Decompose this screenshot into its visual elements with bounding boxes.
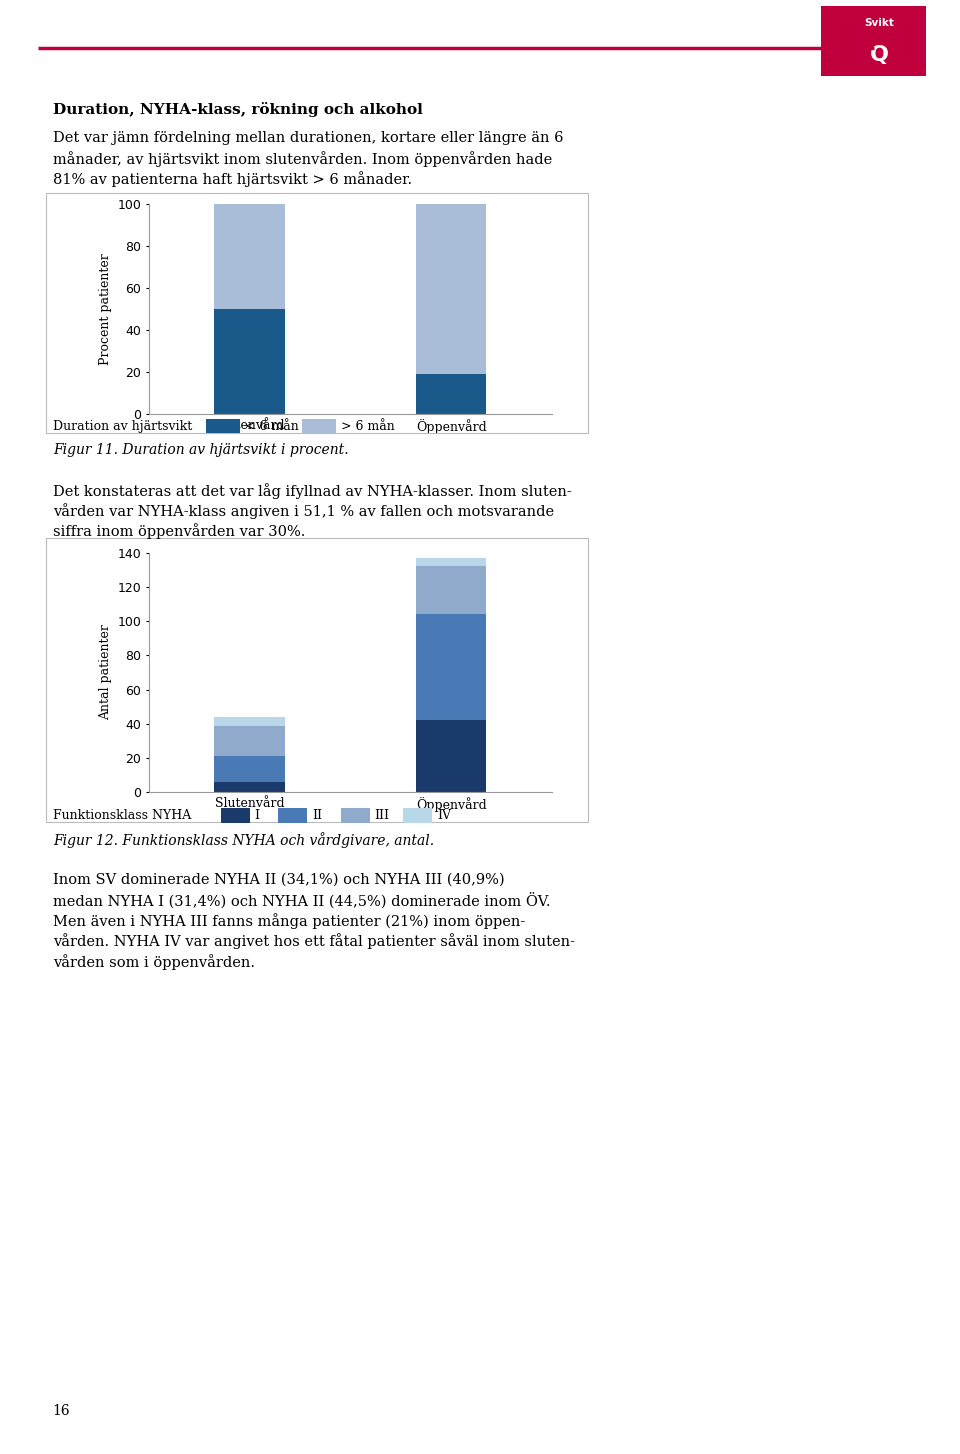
Bar xyxy=(416,720,487,792)
Bar xyxy=(214,782,285,792)
Bar xyxy=(416,614,487,720)
Y-axis label: Antal patienter: Antal patienter xyxy=(99,625,111,720)
Text: IV: IV xyxy=(437,810,451,822)
Bar xyxy=(214,756,285,782)
Text: Funktionsklass NYHA: Funktionsklass NYHA xyxy=(53,810,191,822)
Text: medan NYHA I (31,4%) och NYHA II (44,5%) dominerade inom ÖV.: medan NYHA I (31,4%) och NYHA II (44,5%)… xyxy=(53,893,550,909)
Bar xyxy=(214,204,285,308)
Text: månader, av hjärtsvikt inom slutenvården. Inom öppenvården hade: månader, av hjärtsvikt inom slutenvården… xyxy=(53,151,552,167)
Text: Figur 12. Funktionsklass NYHA och vårdgivare, antal.: Figur 12. Funktionsklass NYHA och vårdgi… xyxy=(53,832,434,848)
Bar xyxy=(416,204,487,374)
Text: > 6 mån: > 6 mån xyxy=(341,420,395,432)
Text: Figur 11. Duration av hjärtsvikt i procent.: Figur 11. Duration av hjärtsvikt i proce… xyxy=(53,443,348,458)
Bar xyxy=(214,726,285,756)
Text: Duration av hjärtsvikt: Duration av hjärtsvikt xyxy=(53,420,192,432)
Bar xyxy=(214,717,285,726)
Bar xyxy=(214,308,285,414)
Text: Inom SV dominerade NYHA II (34,1%) och NYHA III (40,9%): Inom SV dominerade NYHA II (34,1%) och N… xyxy=(53,872,504,887)
Text: siffra inom öppenvården var 30%.: siffra inom öppenvården var 30%. xyxy=(53,523,305,539)
Text: III: III xyxy=(374,810,390,822)
Text: < 6 mån: < 6 mån xyxy=(245,420,299,432)
Text: 81% av patienterna haft hjärtsvikt > 6 månader.: 81% av patienterna haft hjärtsvikt > 6 m… xyxy=(53,172,412,188)
Bar xyxy=(416,558,487,566)
Text: I: I xyxy=(254,810,259,822)
Bar xyxy=(416,374,487,414)
Text: vården var NYHA-klass angiven i 51,1 % av fallen och motsvarande: vården var NYHA-klass angiven i 51,1 % a… xyxy=(53,503,554,519)
Text: Men även i NYHA III fanns många patienter (21%) inom öppen-: Men även i NYHA III fanns många patiente… xyxy=(53,913,525,929)
Text: Q: Q xyxy=(870,45,888,64)
Text: Det var jämn fördelning mellan durationen, kortare eller längre än 6: Det var jämn fördelning mellan duratione… xyxy=(53,131,564,145)
Text: Det konstateras att det var låg ifyllnad av NYHA-klasser. Inom sluten-: Det konstateras att det var låg ifyllnad… xyxy=(53,483,571,499)
Bar xyxy=(416,566,487,614)
Text: Duration, NYHA-klass, rökning och alkohol: Duration, NYHA-klass, rökning och alkoho… xyxy=(53,102,422,116)
Text: 16: 16 xyxy=(53,1403,70,1418)
Text: Svikt: Svikt xyxy=(864,19,894,28)
Text: II: II xyxy=(312,810,322,822)
Y-axis label: Procent patienter: Procent patienter xyxy=(99,253,111,365)
Text: vården som i öppenvården.: vården som i öppenvården. xyxy=(53,954,254,970)
Text: vården. NYHA IV var angivet hos ett fåtal patienter såväl inom sluten-: vården. NYHA IV var angivet hos ett fåta… xyxy=(53,933,575,949)
